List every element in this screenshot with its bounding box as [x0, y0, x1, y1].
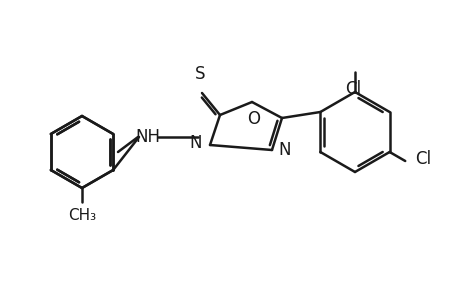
- Text: Cl: Cl: [344, 80, 360, 98]
- Text: O: O: [247, 110, 260, 128]
- Text: N: N: [189, 134, 202, 152]
- Text: Cl: Cl: [414, 150, 431, 168]
- Text: CH₃: CH₃: [68, 208, 96, 223]
- Text: S: S: [194, 65, 205, 83]
- Text: N: N: [277, 141, 290, 159]
- Text: NH: NH: [135, 128, 160, 146]
